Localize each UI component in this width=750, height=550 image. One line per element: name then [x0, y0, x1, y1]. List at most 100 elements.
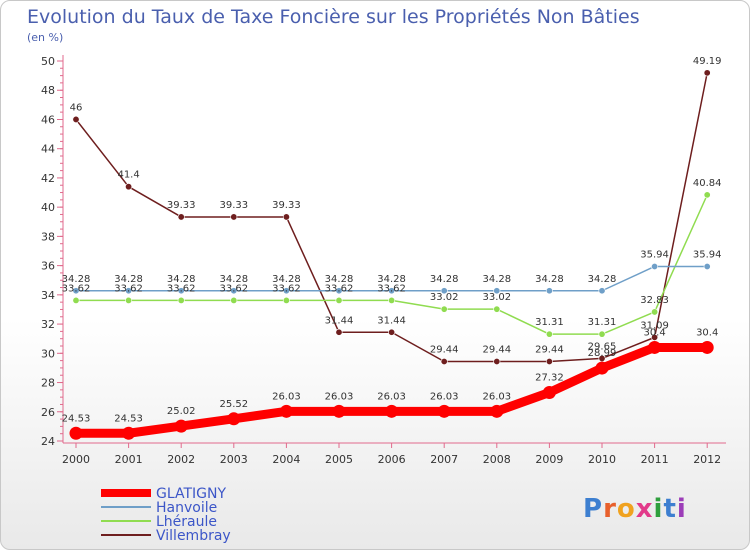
data-label: 34.28: [377, 274, 406, 285]
data-point: [703, 69, 711, 77]
data-label: 34.28: [167, 274, 196, 285]
y-tick-label: 30: [41, 347, 55, 360]
data-label: 33.62: [272, 283, 301, 294]
data-point: [282, 287, 290, 295]
data-point: [72, 287, 80, 295]
data-point: [177, 296, 185, 304]
logo-letter: i: [654, 494, 664, 524]
data-label: 31.44: [377, 315, 406, 326]
data-point: [700, 340, 714, 354]
data-point: [493, 287, 501, 295]
legend-label: Hanvoile: [156, 500, 217, 516]
x-tick-label: 2008: [483, 453, 511, 466]
data-point: [545, 330, 553, 338]
data-point: [651, 308, 659, 316]
y-tick-label: 24: [41, 435, 55, 448]
data-point: [177, 287, 185, 295]
logo-letter: P: [583, 494, 603, 524]
y-tick-label: 50: [41, 55, 55, 68]
y-tick-label: 28: [41, 377, 55, 390]
data-point: [440, 305, 448, 313]
data-label: 33.62: [377, 283, 406, 294]
data-point: [388, 296, 396, 304]
x-tick-label: 2010: [588, 453, 616, 466]
data-label: 26.03: [272, 391, 301, 402]
data-label: 24.53: [114, 413, 143, 424]
data-label: 27.32: [535, 372, 564, 383]
data-label: 46: [70, 102, 83, 113]
x-tick-label: 2000: [62, 453, 90, 466]
data-label: 33.02: [482, 292, 511, 303]
data-point: [335, 296, 343, 304]
data-label: 33.62: [62, 283, 91, 294]
data-label: 39.33: [219, 200, 248, 211]
data-labels: 46 41.4 39.33 39.33 39.33 31.44 31.44 29.44 29.4…: [62, 56, 722, 424]
data-label: 34.28: [535, 274, 564, 285]
data-label: 33.62: [219, 283, 248, 294]
legend-label: GLATIGNY: [156, 486, 226, 502]
data-point: [440, 357, 448, 365]
data-label: 33.02: [430, 292, 459, 303]
data-point: [69, 426, 83, 440]
logo-letter: x: [636, 494, 654, 524]
data-point: [490, 404, 504, 418]
data-label: 29.44: [535, 344, 564, 355]
logo-text: Proxiti: [583, 494, 687, 524]
data-point: [125, 287, 133, 295]
data-point: [230, 287, 238, 295]
data-point: [440, 287, 448, 295]
data-point: [651, 333, 659, 341]
y-tick-label: 32: [41, 318, 55, 331]
data-point: [282, 296, 290, 304]
data-label: 29.44: [430, 344, 459, 355]
data-point: [282, 213, 290, 221]
data-label: 39.33: [272, 200, 301, 211]
data-label: 31.09: [640, 320, 669, 331]
y-tick-label: 40: [41, 201, 55, 214]
data-point: [279, 404, 293, 418]
data-point: [230, 213, 238, 221]
x-tick-label: 2004: [272, 453, 300, 466]
y-tick-label: 42: [41, 172, 55, 185]
data-label: 41.4: [117, 170, 139, 181]
logo-letter: t: [663, 494, 676, 524]
data-label: 34.28: [588, 274, 617, 285]
data-point: [227, 412, 241, 426]
data-label: 29.65: [588, 341, 617, 352]
data-point: [437, 404, 451, 418]
data-label: 26.03: [482, 391, 511, 402]
x-tick-label: 2001: [115, 453, 143, 466]
data-point: [648, 340, 662, 354]
x-tick-label: 2006: [378, 453, 406, 466]
data-label: 34.28: [272, 274, 301, 285]
data-label: 34.28: [219, 274, 248, 285]
data-label: 30.4: [696, 327, 718, 338]
data-point: [72, 115, 80, 123]
data-label: 31.44: [325, 315, 354, 326]
data-point: [174, 419, 188, 433]
data-label: 31.31: [535, 317, 564, 328]
data-point: [332, 404, 346, 418]
x-tick-label: 2002: [167, 453, 195, 466]
legend-label: Villembray: [156, 528, 231, 544]
data-point: [595, 361, 609, 375]
data-label: 40.84: [693, 178, 722, 189]
x-tick-label: 2005: [325, 453, 353, 466]
y-tick-label: 48: [41, 84, 55, 97]
x-tick-label: 2003: [220, 453, 248, 466]
data-point: [122, 426, 136, 440]
data-point: [385, 404, 399, 418]
data-point: [493, 357, 501, 365]
data-label: 34.28: [114, 274, 143, 285]
data-point: [125, 183, 133, 191]
data-label: 32.83: [640, 295, 669, 306]
legend-label: Lhéraule: [156, 514, 217, 530]
logo-letter: o: [617, 494, 636, 524]
data-label: 49.19: [693, 56, 722, 67]
y-tick-label: 34: [41, 289, 55, 302]
data-label: 24.53: [62, 413, 91, 424]
data-point: [598, 330, 606, 338]
data-label: 30.4: [643, 327, 665, 338]
